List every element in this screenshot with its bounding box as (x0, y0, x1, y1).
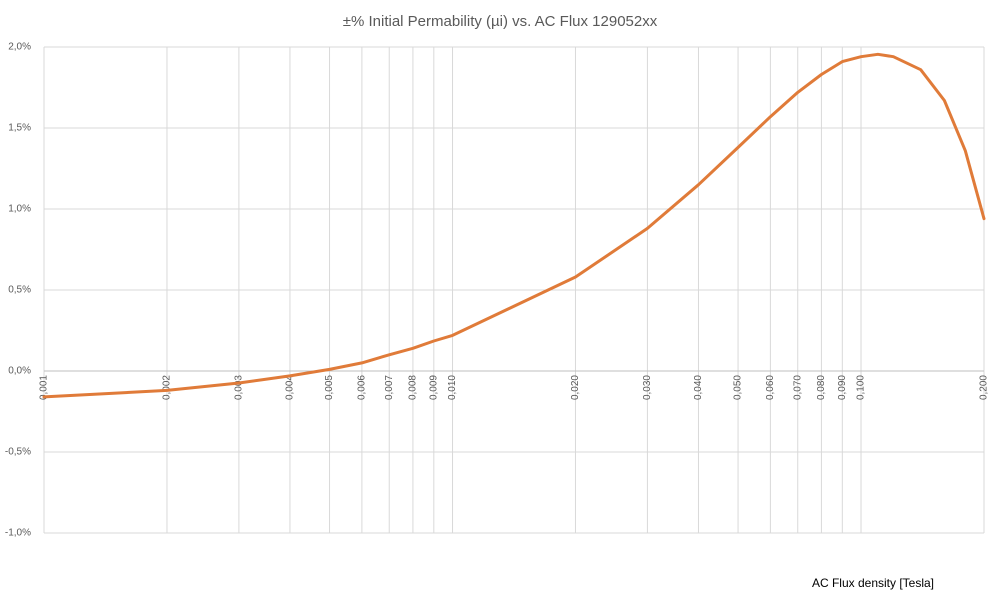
x-tick-label: 0,009 (428, 375, 439, 400)
x-tick-label: 0,070 (792, 375, 803, 400)
x-tick-label: 0,080 (816, 375, 827, 400)
x-tick-label: 0,006 (357, 375, 368, 400)
y-tick-label: -1,0% (5, 528, 31, 539)
y-tick-label: 0,5% (8, 285, 31, 296)
y-tick-label: 0,0% (8, 366, 31, 377)
data-line (42, 52, 986, 399)
x-tick-label: 0,010 (447, 375, 458, 400)
x-tick-label: 0,200 (979, 375, 990, 400)
x-tick-label: 0,005 (324, 375, 335, 400)
x-tick-label: 0,007 (384, 375, 395, 400)
x-tick-label: 0,002 (162, 375, 173, 400)
x-tick-label: 0,008 (408, 375, 419, 400)
x-tick-label: 0,004 (285, 375, 296, 400)
chart-title: ±% Initial Permability (µi) vs. AC Flux … (343, 13, 658, 30)
x-tick-label: 0,060 (765, 375, 776, 400)
x-tick-label: 0,003 (234, 375, 245, 400)
x-tick-label: 0,100 (856, 375, 867, 400)
x-tick-label: 0,020 (570, 375, 581, 400)
x-tick-label: 0,090 (837, 375, 848, 400)
y-tick-label: 2,0% (8, 42, 31, 53)
x-tick-label: 0,030 (642, 375, 653, 400)
y-tick-label: 1,0% (8, 204, 31, 215)
x-axis-label: AC Flux density [Tesla] (812, 576, 934, 590)
y-tick-label: 1,5% (8, 123, 31, 134)
x-tick-label: 0,001 (39, 375, 50, 400)
x-tick-label: 0,050 (733, 375, 744, 400)
x-tick-label: 0,040 (693, 375, 704, 400)
y-tick-label: -0,5% (5, 447, 31, 458)
